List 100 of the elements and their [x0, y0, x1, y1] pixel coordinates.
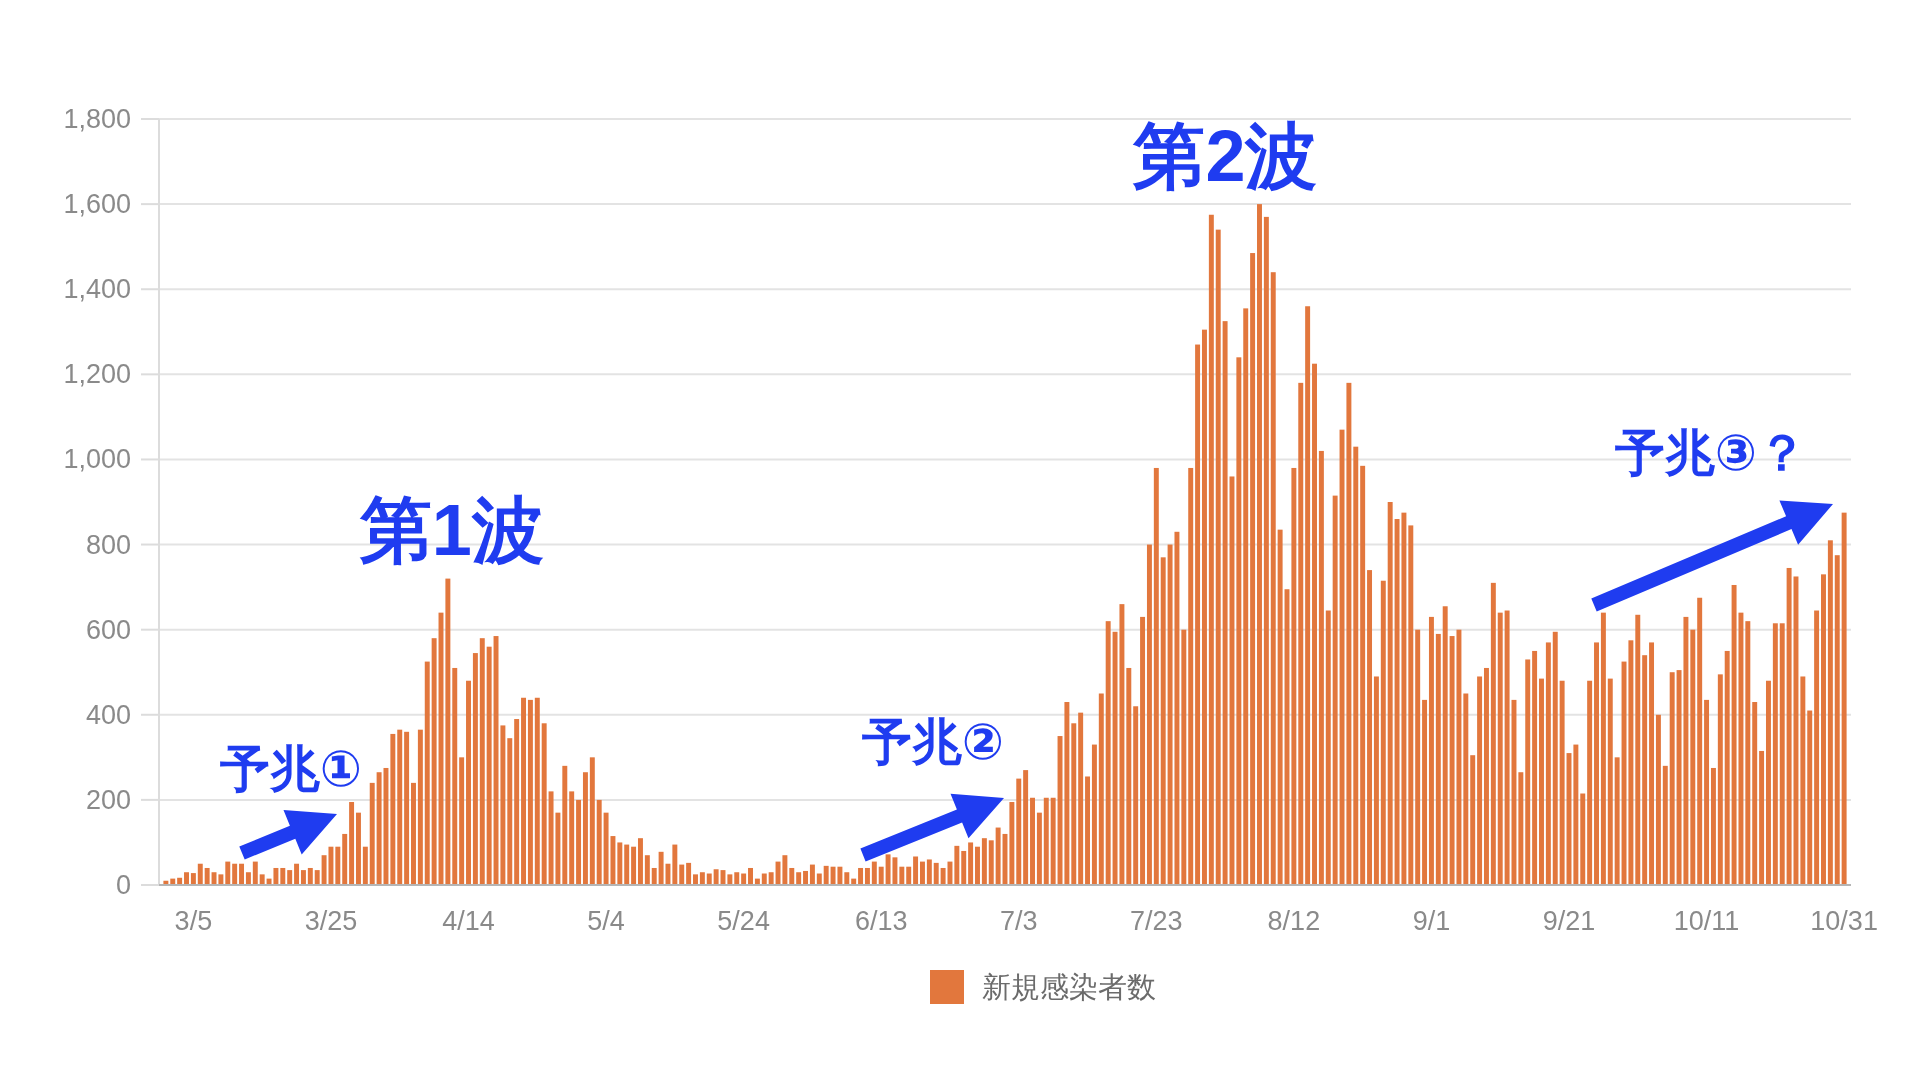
- bar: [1071, 723, 1077, 885]
- bar: [1573, 744, 1579, 885]
- bar: [1710, 767, 1716, 885]
- bar: [1298, 382, 1304, 885]
- bar: [280, 867, 286, 885]
- bar: [1532, 650, 1538, 885]
- bar: [1367, 570, 1373, 885]
- bar: [1146, 544, 1152, 885]
- bar: [1642, 655, 1648, 885]
- bar: [899, 866, 905, 885]
- bar: [287, 870, 293, 885]
- bar: [975, 846, 980, 885]
- bar: [1435, 633, 1441, 885]
- bar: [294, 863, 300, 885]
- bar: [1752, 702, 1758, 885]
- x-tick-label: 3/5: [174, 906, 213, 936]
- bar: [335, 846, 341, 885]
- bar: [1332, 495, 1338, 885]
- bar: [479, 638, 485, 885]
- bar: [1814, 610, 1820, 885]
- bar: [369, 782, 375, 885]
- bar: [1772, 623, 1778, 885]
- x-tick-label: 10/31: [1810, 906, 1878, 936]
- bar: [1373, 676, 1379, 885]
- legend-label: 新規感染者数: [982, 971, 1156, 1003]
- bar: [259, 874, 265, 885]
- bar: [1263, 216, 1269, 885]
- bar: [445, 578, 451, 885]
- x-tick-label: 5/24: [717, 906, 770, 936]
- annotation: 第1波: [358, 489, 544, 570]
- bar: [521, 697, 527, 885]
- y-tick-label: 1,600: [63, 189, 131, 220]
- bar: [472, 653, 478, 885]
- bar: [342, 833, 348, 885]
- bar: [644, 855, 650, 885]
- x-tick-label: 10/11: [1673, 906, 1740, 936]
- bar: [768, 872, 774, 885]
- bar: [699, 872, 705, 885]
- bar: [1105, 621, 1111, 885]
- bar: [355, 812, 361, 885]
- bar: [404, 731, 410, 885]
- bar: [913, 856, 919, 885]
- bar: [534, 697, 540, 885]
- bar: [1690, 629, 1696, 885]
- bar: [1050, 797, 1056, 885]
- bar: [871, 861, 877, 885]
- bar: [1098, 693, 1104, 885]
- bar: [527, 699, 533, 885]
- bar: [300, 870, 306, 885]
- bar: [1580, 793, 1586, 885]
- bar: [651, 867, 657, 885]
- bar: [1318, 450, 1324, 885]
- bar: [1497, 612, 1503, 885]
- bar: [1841, 512, 1847, 885]
- bar: [1635, 614, 1641, 885]
- x-tick-label: 4/14: [442, 906, 495, 936]
- annotation: 予兆①: [218, 741, 363, 797]
- bar: [796, 872, 802, 885]
- bar: [1834, 555, 1840, 885]
- bar: [906, 866, 912, 885]
- bar: [1312, 363, 1317, 885]
- bar: [349, 802, 355, 885]
- bar: [1250, 253, 1256, 885]
- bar: [1215, 229, 1221, 885]
- bar: [576, 799, 582, 885]
- x-tick-label: 7/3: [999, 906, 1038, 936]
- y-tick-label: 200: [85, 784, 131, 815]
- y-tick-label: 400: [85, 699, 131, 730]
- y-tick-label: 1,200: [63, 359, 131, 390]
- bar: [562, 765, 568, 885]
- bar: [713, 869, 719, 885]
- bar: [252, 861, 258, 885]
- bar: [1807, 710, 1813, 885]
- bar: [727, 874, 733, 885]
- bar: [686, 862, 692, 885]
- bar: [1614, 757, 1620, 885]
- bar: [589, 757, 595, 885]
- bar: [1016, 778, 1022, 885]
- bar: [1759, 750, 1765, 885]
- bar: [919, 861, 925, 885]
- bar: [232, 863, 238, 885]
- bar: [417, 729, 423, 885]
- bar: [1195, 344, 1201, 885]
- bar: [424, 661, 430, 885]
- bar: [1126, 667, 1132, 885]
- bar: [314, 870, 320, 885]
- x-tick-label: 6/13: [854, 906, 908, 936]
- bar: [1821, 574, 1826, 885]
- bar: [823, 865, 829, 885]
- bar: [968, 842, 974, 885]
- bar: [1380, 580, 1386, 885]
- bar: [961, 850, 967, 885]
- bar: [1091, 744, 1097, 885]
- bar: [1518, 772, 1524, 885]
- x-tick-label: 8/12: [1267, 906, 1321, 936]
- bar: [507, 738, 513, 885]
- bar: [1305, 306, 1311, 885]
- bar: [1662, 765, 1668, 885]
- bar: [844, 872, 850, 885]
- bar: [197, 863, 203, 885]
